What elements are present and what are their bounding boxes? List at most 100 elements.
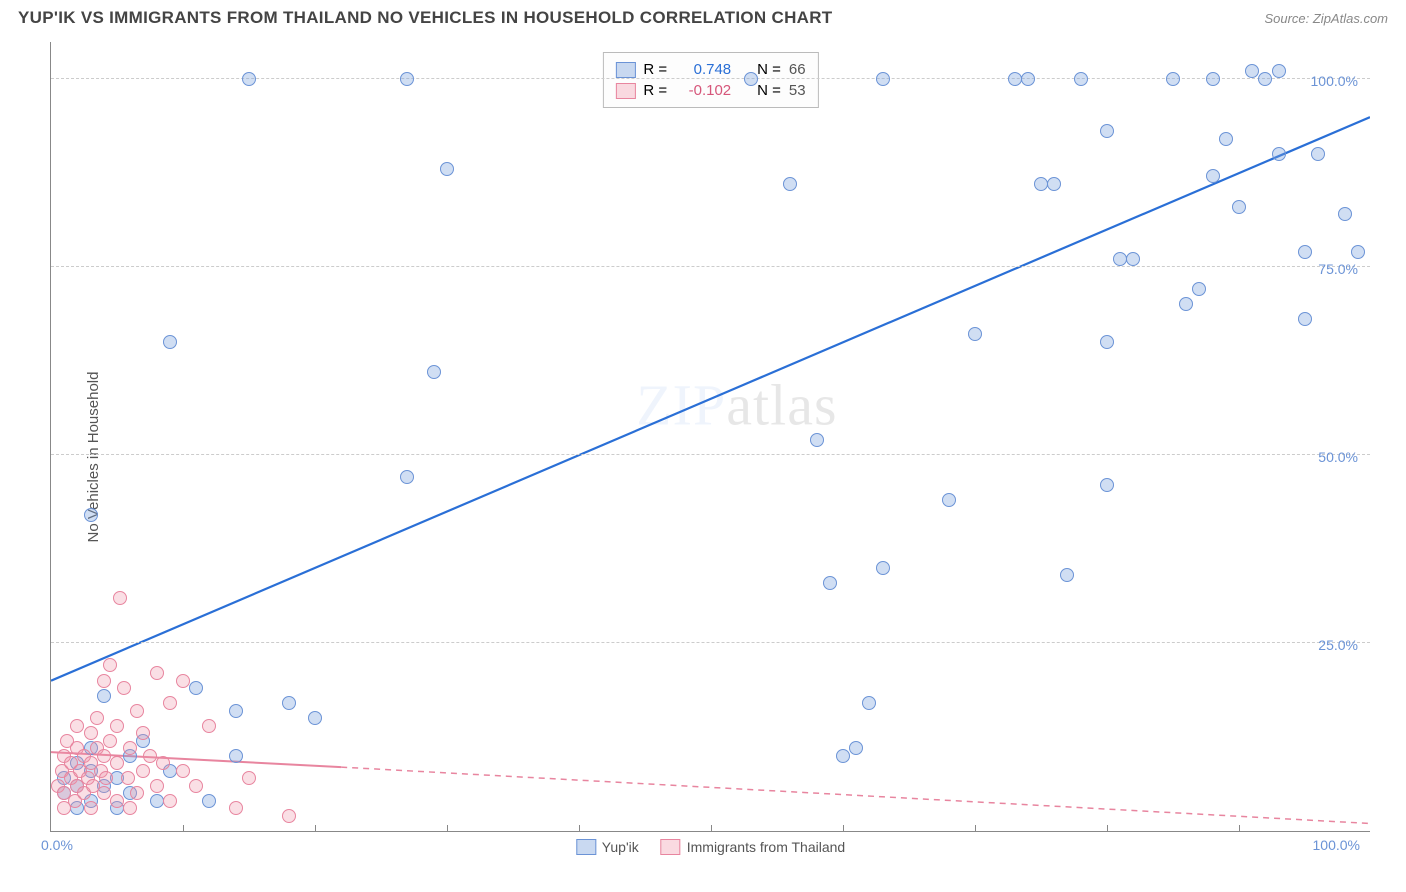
data-point [1245,64,1259,78]
data-point [1008,72,1022,86]
data-point [823,576,837,590]
data-point [1021,72,1035,86]
n-label: N = [757,61,781,78]
data-point [202,794,216,808]
legend-label: Yup'ik [602,839,639,855]
x-tick-mark [843,825,844,831]
data-point [229,801,243,815]
data-point [110,756,124,770]
data-point [1219,132,1233,146]
data-point [97,689,111,703]
data-point [156,756,170,770]
y-tick-label: 50.0% [1318,449,1358,465]
chart-container: No Vehicles in Household ZIPatlas 0.0% 1… [0,32,1406,882]
data-point [1034,177,1048,191]
data-point [1100,478,1114,492]
x-tick-mark [711,825,712,831]
data-point [84,508,98,522]
data-point [90,711,104,725]
data-point [1113,252,1127,266]
data-point [862,696,876,710]
data-point [143,749,157,763]
gridline [51,454,1370,455]
gridline [51,266,1370,267]
watermark: ZIPatlas [636,371,837,438]
data-point [1298,245,1312,259]
x-tick-max: 100.0% [1313,837,1360,853]
data-point [1047,177,1061,191]
r-label: R = [643,82,667,99]
data-point [242,72,256,86]
y-tick-label: 75.0% [1318,261,1358,277]
data-point [1272,147,1286,161]
data-point [189,779,203,793]
data-point [163,335,177,349]
x-tick-mark [579,825,580,831]
data-point [1298,312,1312,326]
legend-item: Immigrants from Thailand [661,839,845,855]
data-point [400,72,414,86]
data-point [242,771,256,785]
data-point [1179,297,1193,311]
data-point [163,794,177,808]
n-label: N = [757,82,781,99]
legend-swatch-icon [661,839,681,855]
data-point [70,719,84,733]
data-point [1060,568,1074,582]
gridline [51,642,1370,643]
x-tick-min: 0.0% [41,837,73,853]
data-point [97,749,111,763]
plot-area: ZIPatlas 0.0% 100.0% R =0.748N =66R =-0.… [50,42,1370,832]
data-point [1232,200,1246,214]
legend-swatch-icon [615,83,635,99]
legend: Yup'ik Immigrants from Thailand [576,839,845,855]
data-point [1100,335,1114,349]
data-point [163,696,177,710]
data-point [1192,282,1206,296]
chart-title: YUP'IK VS IMMIGRANTS FROM THAILAND NO VE… [18,8,833,28]
trend-lines [51,42,1370,831]
data-point [440,162,454,176]
data-point [229,749,243,763]
data-point [136,764,150,778]
data-point [97,674,111,688]
data-point [103,734,117,748]
legend-item: Yup'ik [576,839,639,855]
data-point [968,327,982,341]
r-label: R = [643,61,667,78]
data-point [1351,245,1365,259]
data-point [1166,72,1180,86]
data-point [121,771,135,785]
x-tick-mark [183,825,184,831]
data-point [282,696,296,710]
data-point [113,591,127,605]
data-point [123,741,137,755]
r-value: 0.748 [675,61,731,78]
data-point [427,365,441,379]
data-point [130,704,144,718]
data-point [84,801,98,815]
data-point [176,764,190,778]
legend-label: Immigrants from Thailand [687,839,845,855]
data-point [1272,64,1286,78]
data-point [744,72,758,86]
data-point [130,786,144,800]
data-point [189,681,203,695]
data-point [876,72,890,86]
x-tick-mark [1107,825,1108,831]
data-point [849,741,863,755]
data-point [308,711,322,725]
data-point [202,719,216,733]
data-point [84,726,98,740]
data-point [150,779,164,793]
x-tick-mark [315,825,316,831]
data-point [97,786,111,800]
data-point [176,674,190,688]
data-point [282,809,296,823]
data-point [942,493,956,507]
y-tick-label: 25.0% [1318,637,1358,653]
data-point [136,726,150,740]
x-tick-mark [447,825,448,831]
data-point [876,561,890,575]
data-point [110,794,124,808]
